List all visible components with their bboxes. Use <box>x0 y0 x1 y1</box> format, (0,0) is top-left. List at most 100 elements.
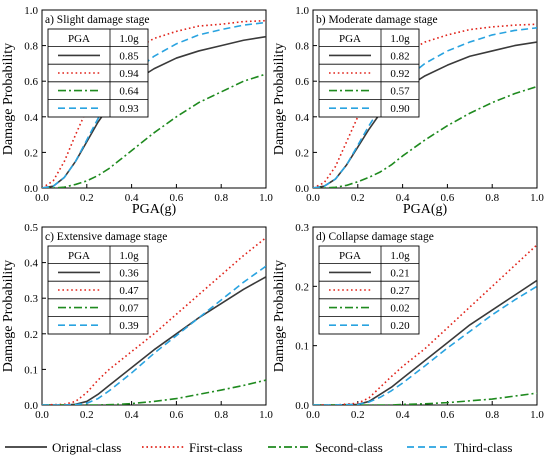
inset-table-value: 0.27 <box>390 285 410 297</box>
inset-table-header: PGA <box>339 33 361 45</box>
x-tick-label: 1.0 <box>259 192 273 204</box>
series-line-second-class <box>313 85 537 188</box>
y-axis-label: Damage Probability <box>272 43 287 155</box>
x-tick-label: 0.4 <box>125 409 139 421</box>
y-axis-label: Damage Probability <box>1 43 16 155</box>
inset-table-header: PGA <box>68 33 90 45</box>
x-tick-label: 0.4 <box>396 409 410 421</box>
y-axis-label: Damage Probability <box>1 260 16 372</box>
y-tick-label: 0.8 <box>295 41 309 53</box>
series-line-first-class <box>42 237 266 405</box>
figure-legend: Orignal-class First-class Second-class Thir… <box>5 440 512 455</box>
inset-table-value: 0.39 <box>119 320 139 332</box>
plot-frame <box>312 9 538 189</box>
y-tick-label: 0.2 <box>295 147 309 159</box>
inset-table-value: 0.02 <box>390 303 409 315</box>
legend-label: Second-class <box>315 440 383 455</box>
y-tick-label: 0.0 <box>24 183 38 195</box>
x-tick-label: 0.8 <box>485 409 499 421</box>
x-tick-label: 1.0 <box>530 192 544 204</box>
chart-panel-4: 0.0 0.2 0.4 0.6 0.8 1.0 0.0 0.1 0.2 0.3 Damage Pro… <box>272 222 544 421</box>
y-tick-label: 0.2 <box>295 281 309 293</box>
y-tick-label: 0.1 <box>24 364 38 376</box>
x-tick-label: 0.8 <box>214 192 228 204</box>
x-tick-label: 0.0 <box>35 409 49 421</box>
chart-panel-2: 0.0 0.2 0.4 0.6 0.8 1.0 0.0 0.2 0.4 0.6 0.8 1.0 Dama… <box>272 5 544 217</box>
x-tick-label: 1.0 <box>530 409 544 421</box>
panel-title: b) Moderate damage stage <box>316 14 438 26</box>
x-tick-label: 0.0 <box>306 409 320 421</box>
inset-table-header: 1.0g <box>119 250 139 262</box>
inset-table-value: 0.82 <box>390 50 409 62</box>
inset-table: PGA 1.0g 0.82 0.92 0.57 0.90 <box>318 28 420 118</box>
inset-table-value: 0.64 <box>119 86 139 98</box>
x-tick-label: 0.8 <box>485 192 499 204</box>
plot-frame <box>41 9 267 189</box>
inset-table: PGA 1.0g 0.85 0.94 0.64 0.93 <box>47 28 149 118</box>
inset-table-value: 0.47 <box>119 285 139 297</box>
x-tick-label: 0.6 <box>170 192 184 204</box>
inset-table-value: 0.57 <box>390 86 410 98</box>
x-tick-label: 0.2 <box>351 409 365 421</box>
y-tick-label: 1.0 <box>24 5 38 17</box>
y-tick-label: 1.0 <box>295 5 309 17</box>
x-tick-label: 0.4 <box>396 192 410 204</box>
inset-table: PGA 1.0g 0.21 0.27 0.02 0.20 <box>318 245 420 335</box>
inset-table-value: 0.07 <box>119 303 139 315</box>
series-line-first-class <box>313 23 537 188</box>
series-line-second-class <box>313 392 537 405</box>
x-tick-label: 0.4 <box>125 192 139 204</box>
inset-table-header: PGA <box>339 250 361 262</box>
y-tick-label: 0.4 <box>24 258 38 270</box>
y-tick-label: 0.5 <box>24 222 38 234</box>
y-tick-label: 0.6 <box>295 76 309 88</box>
x-axis-label: PGA(g) <box>403 202 448 217</box>
x-tick-label: 0.0 <box>35 192 49 204</box>
series-line-first-class <box>42 19 266 188</box>
x-tick-label: 0.0 <box>306 192 320 204</box>
x-tick-label: 0.2 <box>351 192 365 204</box>
legend-label: Orignal-class <box>52 440 121 455</box>
inset-table-value: 0.36 <box>119 267 139 279</box>
inset-table: PGA 1.0g 0.36 0.47 0.07 0.39 <box>47 245 149 335</box>
inset-table-header: 1.0g <box>390 250 410 262</box>
plot-frame <box>312 226 538 406</box>
inset-table-value: 0.90 <box>390 103 410 115</box>
x-tick-label: 0.8 <box>214 409 228 421</box>
series-line-third-class <box>42 265 266 405</box>
x-tick-label: 0.6 <box>170 409 184 421</box>
inset-table-value: 0.92 <box>390 68 409 80</box>
y-tick-label: 0.3 <box>295 222 309 234</box>
inset-table-header: PGA <box>68 250 90 262</box>
y-tick-label: 0.8 <box>24 41 38 53</box>
inset-table-value: 0.93 <box>119 103 139 115</box>
x-tick-label: 0.6 <box>441 192 455 204</box>
series-line-third-class <box>313 285 537 405</box>
inset-table-header: 1.0g <box>390 33 410 45</box>
y-tick-label: 0.3 <box>24 293 38 305</box>
legend-label: First-class <box>189 440 242 455</box>
panel-title: a) Slight damage stage <box>45 14 149 26</box>
y-tick-label: 0.0 <box>295 400 309 412</box>
y-tick-label: 0.0 <box>295 183 309 195</box>
series-line-second-class <box>42 379 266 405</box>
inset-table-value: 0.20 <box>390 320 410 332</box>
x-tick-label: 0.6 <box>441 409 455 421</box>
y-tick-label: 0.2 <box>24 147 38 159</box>
series-line-second-class <box>42 73 266 188</box>
chart-panel-1: 0.0 0.2 0.4 0.6 0.8 1.0 0.0 0.2 0.4 0.6 0.8 1.0 Dama… <box>1 5 273 217</box>
chart-panel-3: 0.0 0.2 0.4 0.6 0.8 1.0 0.0 0.1 0.2 0.3 0.4 0.5 Dama… <box>1 222 273 421</box>
panel-title: d) Collapse damage stage <box>316 231 434 243</box>
x-tick-label: 1.0 <box>259 409 273 421</box>
y-tick-label: 0.6 <box>24 76 38 88</box>
plot-frame <box>41 226 267 406</box>
inset-table-header: 1.0g <box>119 33 139 45</box>
inset-table-value: 0.85 <box>119 50 139 62</box>
y-tick-label: 0.1 <box>295 341 309 353</box>
series-line-first-class <box>313 244 537 405</box>
x-tick-label: 0.2 <box>80 409 94 421</box>
y-tick-label: 0.0 <box>24 400 38 412</box>
inset-table-value: 0.94 <box>119 68 139 80</box>
panel-title: c) Extensive damage stage <box>45 231 167 243</box>
x-axis-label: PGA(g) <box>132 202 177 217</box>
